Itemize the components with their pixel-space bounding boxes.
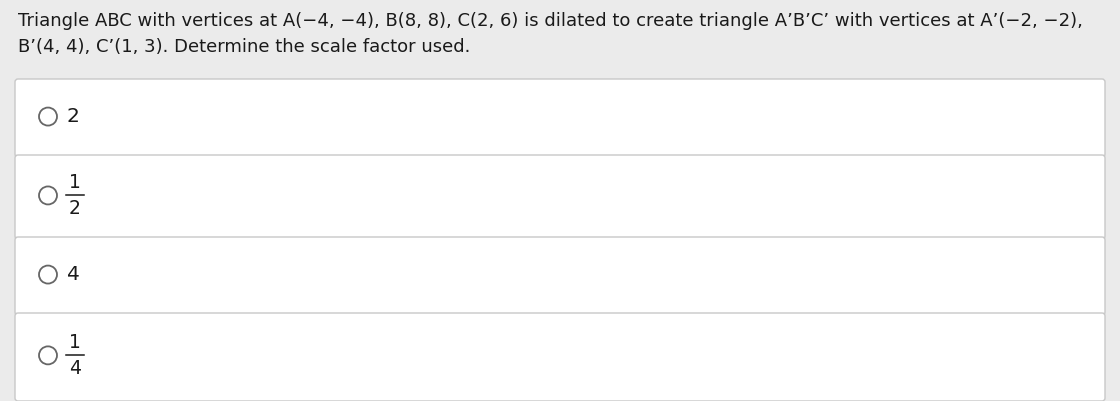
Text: Triangle ABC with vertices at A(−4, −4), B(8, 8), C(2, 6) is dilated to create t: Triangle ABC with vertices at A(−4, −4),… (18, 12, 1083, 30)
Text: 1: 1 (69, 333, 81, 352)
FancyBboxPatch shape (15, 155, 1105, 239)
FancyBboxPatch shape (15, 313, 1105, 401)
Text: 4: 4 (69, 359, 81, 378)
Text: 2: 2 (67, 107, 80, 126)
FancyBboxPatch shape (15, 237, 1105, 315)
Text: 4: 4 (67, 265, 80, 284)
FancyBboxPatch shape (15, 79, 1105, 157)
Text: 2: 2 (69, 199, 81, 218)
Text: B’(4, 4), C’(1, 3). Determine the scale factor used.: B’(4, 4), C’(1, 3). Determine the scale … (18, 38, 470, 56)
Text: 1: 1 (69, 173, 81, 192)
